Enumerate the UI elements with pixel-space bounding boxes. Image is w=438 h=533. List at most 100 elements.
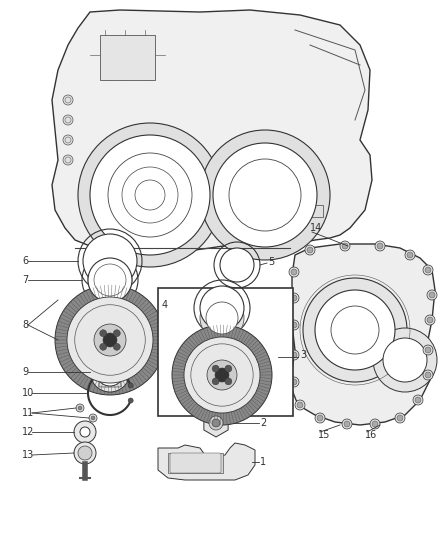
Circle shape [340,241,350,251]
Polygon shape [52,10,372,252]
Circle shape [100,343,107,350]
Circle shape [235,165,295,225]
Text: 5: 5 [268,257,274,267]
Text: 13: 13 [22,450,34,460]
Circle shape [207,360,237,390]
Circle shape [128,173,172,217]
Circle shape [74,421,96,443]
Circle shape [212,378,219,385]
Circle shape [295,400,305,410]
Circle shape [225,378,232,385]
Circle shape [78,123,222,267]
Polygon shape [158,443,255,480]
Circle shape [90,352,130,392]
Circle shape [67,297,153,383]
Circle shape [291,269,297,275]
Bar [305,205,323,217]
Circle shape [94,324,126,356]
Text: 6: 6 [22,256,28,266]
Circle shape [212,419,220,427]
Circle shape [255,185,275,205]
Circle shape [317,415,323,421]
Circle shape [63,155,73,165]
Circle shape [74,442,96,464]
Circle shape [289,377,299,387]
Circle shape [423,370,433,380]
Circle shape [113,330,120,337]
Circle shape [372,421,378,427]
Circle shape [342,243,348,249]
Circle shape [397,415,403,421]
Circle shape [225,365,232,372]
Circle shape [63,115,73,125]
Circle shape [88,258,132,302]
Circle shape [63,95,73,105]
Circle shape [289,267,299,277]
Circle shape [78,406,82,410]
Circle shape [88,258,132,302]
Text: 8: 8 [22,320,28,330]
Circle shape [415,397,421,403]
Text: 11: 11 [22,408,34,418]
Circle shape [128,383,133,388]
Text: 15: 15 [318,430,330,440]
Circle shape [172,325,272,425]
Text: 3: 3 [300,350,306,360]
Circle shape [94,264,126,296]
Circle shape [413,395,423,405]
Circle shape [113,343,120,350]
Circle shape [89,414,97,422]
Circle shape [289,320,299,330]
Circle shape [425,267,431,273]
Text: 9: 9 [22,367,28,377]
Circle shape [76,404,84,412]
Text: 10: 10 [22,388,34,398]
Circle shape [90,135,210,255]
Circle shape [377,243,383,249]
Circle shape [425,372,431,378]
Circle shape [307,247,313,253]
Circle shape [337,312,373,348]
Circle shape [303,278,407,382]
Circle shape [291,379,297,385]
Circle shape [315,413,325,423]
Circle shape [423,345,433,355]
Text: 12: 12 [22,427,34,437]
Circle shape [373,328,437,392]
Circle shape [331,306,379,354]
Circle shape [425,347,431,353]
Circle shape [405,250,415,260]
Text: 14: 14 [310,223,322,233]
Circle shape [80,427,90,437]
Circle shape [395,413,405,423]
Circle shape [427,290,437,300]
Circle shape [217,147,313,243]
Circle shape [83,234,137,288]
Circle shape [78,446,92,460]
Circle shape [291,322,297,328]
Polygon shape [204,409,228,437]
Circle shape [200,130,330,260]
Circle shape [427,317,433,323]
Circle shape [184,337,260,413]
Circle shape [220,248,254,282]
Circle shape [429,292,435,298]
Text: 7: 7 [22,275,28,285]
Polygon shape [292,244,435,425]
Circle shape [122,167,178,223]
Circle shape [108,153,192,237]
Circle shape [206,302,238,334]
Circle shape [215,368,229,382]
Circle shape [423,265,433,275]
Circle shape [375,241,385,251]
Circle shape [212,365,219,372]
Circle shape [289,293,299,303]
Circle shape [342,419,352,429]
Circle shape [315,290,395,370]
Bar [100,35,155,80]
Circle shape [425,315,435,325]
Circle shape [55,285,165,395]
Circle shape [100,330,107,337]
Circle shape [297,402,303,408]
Circle shape [213,143,317,247]
